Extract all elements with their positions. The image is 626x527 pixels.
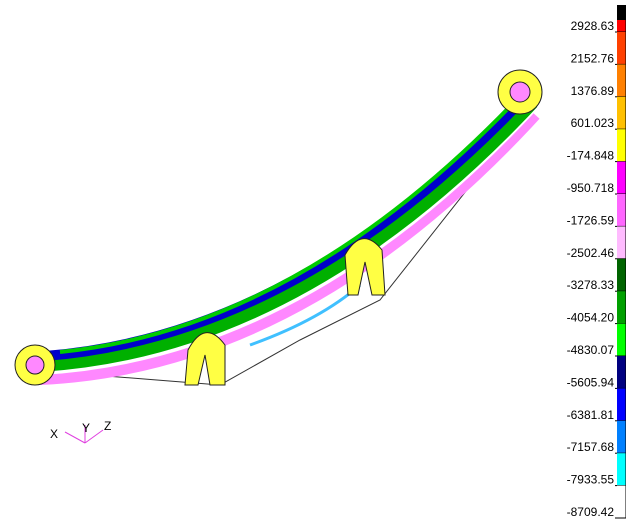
- leaf-gap: [40, 104, 530, 366]
- legend-swatch: [617, 32, 626, 64]
- leaf-bottom: [40, 110, 530, 372]
- legend-swatch: [617, 64, 626, 96]
- legend-swatch: [617, 356, 626, 388]
- legend-swatch: [617, 486, 626, 518]
- legend-label: -2502.46: [567, 246, 615, 260]
- color-legend: 2928.63 2152.76 1376.89 601.023 -174.848 -950…: [567, 5, 626, 519]
- legend-swatch: [617, 162, 626, 194]
- legend-label: 1376.89: [571, 84, 615, 98]
- legend-swatch: [617, 20, 626, 32]
- legend-label: -8709.42: [567, 505, 615, 519]
- legend-swatch: [617, 129, 626, 161]
- legend-label: -174.848: [567, 149, 615, 163]
- leaf-middle: [40, 100, 530, 362]
- legend-label: -7933.55: [567, 473, 615, 487]
- legend-swatch: [617, 421, 626, 453]
- legend-label: -1726.59: [567, 213, 615, 227]
- legend-label: -4054.20: [567, 311, 615, 325]
- legend-label: -950.718: [567, 181, 615, 195]
- legend-swatch: [617, 291, 626, 323]
- legend-swatch: [617, 388, 626, 420]
- fea-viewport: Y X Z 2928.63 2152.76 1376.89 601.023 -174.8…: [0, 0, 626, 527]
- spring-model: [15, 70, 542, 385]
- legend-swatch: [617, 453, 626, 485]
- axis-triad: Y X Z: [50, 419, 111, 443]
- legend-label: 2152.76: [571, 51, 615, 65]
- brackets: [15, 70, 542, 385]
- legend-label: -4830.07: [567, 343, 615, 357]
- legend-label: -5605.94: [567, 375, 615, 389]
- legend-label: -3278.33: [567, 278, 615, 292]
- triad-x-label: X: [50, 427, 58, 441]
- triad-z-label: Z: [104, 419, 111, 433]
- legend-label: -6381.81: [567, 408, 615, 422]
- legend-label: -7157.68: [567, 440, 615, 454]
- legend-swatch: [617, 226, 626, 258]
- legend-swatch: [617, 97, 626, 129]
- legend-swatch: [617, 194, 626, 226]
- legend-swatch: [617, 5, 626, 20]
- legend-swatch: [617, 324, 626, 356]
- triad-y-label: Y: [82, 421, 90, 435]
- legend-swatch: [617, 259, 626, 291]
- legend-label: 601.023: [571, 116, 615, 130]
- legend-label: 2928.63: [571, 19, 615, 33]
